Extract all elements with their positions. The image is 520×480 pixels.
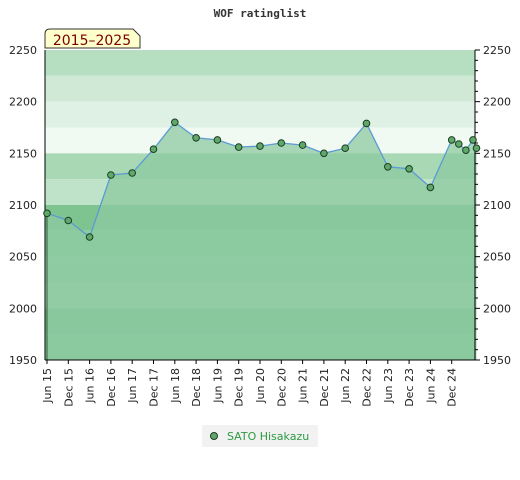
y-tick-label-right: 2150: [483, 147, 511, 160]
x-tick-label: Dec 16: [105, 368, 118, 407]
data-point: [256, 142, 264, 150]
legend[interactable]: SATO Hisakazu: [202, 425, 318, 447]
data-point: [469, 136, 477, 144]
x-tick-label: Dec 15: [62, 368, 75, 407]
x-axis-ticks: Jun 15 Dec 15 Jun 16 Dec 16 Jun 17 Dec 17 Jun …: [41, 360, 459, 407]
data-point: [64, 216, 73, 225]
y-axis-left-ticks: 1950 2000 2050 2100 2150 2200 2250: [9, 44, 37, 367]
y-axis-right-ticks: 1950 2000 2050 2100 2150 2200 2250: [475, 44, 511, 367]
data-point: [128, 169, 136, 177]
data-point: [277, 139, 286, 147]
data-point: [43, 209, 51, 218]
y-tick-label-right: 2100: [483, 199, 511, 212]
data-point: [107, 171, 115, 179]
x-tick-label: Dec 22: [361, 368, 374, 407]
y-tick-label-left: 2000: [9, 302, 37, 315]
x-tick-label: Jun 23: [382, 368, 395, 404]
badge-shape: [44, 28, 141, 49]
data-point: [341, 144, 350, 152]
area-fill: [47, 122, 477, 360]
x-tick-label: Jun 19: [211, 368, 224, 404]
y-tick-label-left: 2100: [9, 199, 37, 212]
x-tick-label: Jun 18: [169, 368, 182, 404]
background-band: [45, 101, 475, 128]
y-tick-label-left: 2250: [9, 44, 37, 57]
data-point: [298, 141, 307, 149]
x-tick-label: Dec 17: [148, 368, 161, 407]
legend-label: SATO Hisakazu: [227, 430, 309, 443]
x-tick-label: Jun 16: [84, 368, 97, 404]
background-band: [45, 75, 475, 102]
data-point: [462, 146, 470, 154]
data-point: [234, 143, 243, 151]
y-tick-label-right: 2250: [483, 44, 511, 57]
data-point: [472, 144, 481, 152]
data-point: [447, 136, 456, 144]
data-point: [320, 149, 328, 158]
x-tick-label: Jun 22: [339, 368, 352, 404]
data-point: [426, 183, 435, 192]
background-band: [45, 50, 475, 76]
data-point: [213, 136, 222, 144]
x-tick-label: Dec 18: [190, 368, 203, 407]
y-tick-label-left: 1950: [9, 354, 37, 367]
y-tick-label-left: 2200: [9, 96, 37, 109]
x-tick-label: Dec 24: [446, 368, 459, 407]
x-tick-label: Jun 21: [297, 368, 310, 404]
y-tick-label-right: 1950: [483, 354, 511, 367]
x-tick-label: Dec 23: [403, 368, 416, 407]
data-point: [384, 163, 392, 171]
data-point: [405, 165, 413, 173]
data-points: [43, 118, 481, 241]
data-point: [171, 118, 179, 127]
y-tick-label-right: 2200: [483, 96, 511, 109]
x-tick-label: Jun 20: [254, 368, 267, 404]
period-badge: 2015–2025: [44, 28, 141, 49]
chart-title: WOF ratinglist: [214, 7, 307, 20]
y-tick-label-left: 2150: [9, 147, 37, 160]
x-tick-label: Dec 19: [233, 368, 246, 407]
x-tick-label: Jun 24: [424, 368, 437, 404]
x-tick-label: Dec 20: [275, 368, 288, 407]
y-tick-label-right: 2000: [483, 302, 511, 315]
legend-box: [202, 425, 318, 447]
data-point: [149, 145, 158, 153]
x-tick-label: Jun 17: [126, 368, 139, 404]
y-tick-label-left: 2050: [9, 251, 37, 264]
x-tick-label: Jun 15: [41, 368, 54, 404]
y-tick-label-right: 2050: [483, 251, 511, 264]
data-point: [362, 119, 371, 128]
data-point: [192, 134, 200, 142]
legend-marker: [210, 432, 218, 440]
x-tick-label: Dec 21: [318, 368, 331, 407]
data-point: [85, 233, 94, 241]
badge-text: 2015–2025: [53, 33, 131, 49]
data-point: [455, 140, 463, 148]
